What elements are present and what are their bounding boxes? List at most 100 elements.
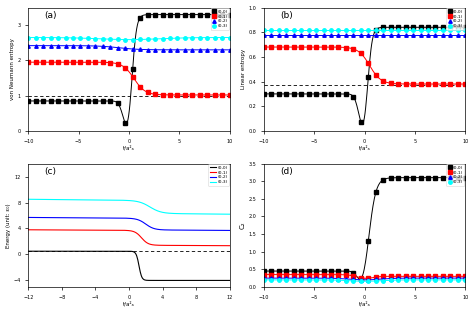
(0,1) — [261, 273, 267, 276]
(0,0) — [410, 25, 416, 29]
(0,0) — [373, 28, 379, 32]
(0,1) — [268, 273, 274, 276]
(0,0) — [358, 120, 364, 124]
(0,0) — [197, 13, 203, 17]
(0,0) — [321, 269, 327, 273]
(0,0) — [365, 239, 371, 243]
(0,1) — [298, 45, 304, 49]
(0,2) — [447, 33, 453, 37]
(0,1) — [395, 275, 401, 278]
(0,0) — [26, 249, 31, 253]
(0,1) — [418, 275, 423, 278]
(0,2) — [172, 228, 177, 232]
Y-axis label: C₂: C₂ — [240, 222, 246, 229]
(0,1) — [313, 45, 319, 49]
(0,1) — [145, 90, 150, 94]
(0,0) — [313, 92, 319, 96]
X-axis label: t/a²ₐ: t/a²ₐ — [123, 145, 135, 150]
X-axis label: t/a²ₐ: t/a²ₐ — [359, 145, 371, 150]
(0,2) — [321, 276, 327, 280]
(0,2) — [336, 277, 341, 280]
(0,3) — [152, 208, 158, 212]
(0,1) — [55, 60, 61, 64]
Text: (d): (d) — [280, 167, 293, 176]
(0,3) — [463, 278, 468, 282]
(0,0) — [122, 121, 128, 125]
(0,1) — [455, 275, 461, 278]
(0,2) — [85, 44, 91, 48]
(0,2) — [152, 227, 158, 231]
(0,3) — [276, 28, 282, 32]
(0,3) — [122, 38, 128, 41]
(0,1) — [440, 82, 446, 86]
(0,3) — [182, 36, 188, 40]
(0,2) — [358, 33, 364, 37]
(0,0) — [373, 191, 379, 194]
(0,0) — [190, 13, 195, 17]
(0,1) — [425, 82, 431, 86]
(0,2) — [115, 46, 120, 50]
(0,2) — [463, 33, 468, 37]
(0,3) — [227, 212, 232, 216]
(0,3) — [298, 28, 304, 32]
(0,0) — [105, 249, 111, 253]
(0,1) — [92, 60, 98, 64]
(0,1) — [336, 45, 341, 49]
(0,0) — [298, 92, 304, 96]
(0,1) — [388, 81, 393, 85]
(0,2) — [190, 48, 195, 52]
(0,0) — [182, 13, 188, 17]
(0,0) — [137, 16, 143, 19]
(0,1) — [70, 60, 76, 64]
(0,2) — [268, 33, 274, 37]
(0,3) — [100, 37, 106, 41]
(0,1) — [358, 276, 364, 280]
(0,0) — [306, 92, 311, 96]
(0,2) — [145, 48, 150, 51]
(0,3) — [92, 37, 98, 41]
(0,3) — [167, 37, 173, 40]
(0,0) — [50, 249, 55, 253]
(0,2) — [78, 44, 83, 48]
(0,2) — [298, 276, 304, 280]
(0,1) — [425, 275, 431, 278]
(0,2) — [403, 276, 409, 280]
Line: (0,2): (0,2) — [28, 217, 229, 231]
(0,1) — [395, 82, 401, 86]
Line: (0,1): (0,1) — [28, 230, 229, 246]
(0,3) — [306, 28, 311, 32]
(0,1) — [283, 45, 289, 49]
(0,3) — [313, 28, 319, 32]
(0,0) — [381, 178, 386, 182]
(0,2) — [261, 33, 267, 37]
(0,2) — [388, 33, 393, 37]
(0,2) — [212, 48, 218, 52]
(0,0) — [145, 13, 150, 17]
(0,2) — [276, 276, 282, 280]
(0,1) — [455, 82, 461, 86]
(0,0) — [313, 269, 319, 273]
(0,1) — [219, 93, 225, 97]
(0,3) — [204, 36, 210, 39]
(0,1) — [291, 273, 297, 276]
(0,2) — [343, 277, 349, 281]
(0,2) — [433, 276, 438, 280]
(0,0) — [130, 67, 136, 71]
Line: (0,3): (0,3) — [262, 28, 467, 32]
(0,3) — [130, 38, 136, 41]
(0,2) — [381, 277, 386, 281]
(0,2) — [108, 45, 113, 49]
(0,2) — [91, 216, 97, 220]
(0,3) — [48, 36, 54, 39]
(0,2) — [373, 278, 379, 281]
(0,3) — [174, 36, 180, 40]
(0,1) — [365, 61, 371, 65]
(0,0) — [418, 176, 423, 179]
(0,0) — [425, 176, 431, 179]
(0,2) — [410, 33, 416, 37]
(0,0) — [55, 99, 61, 103]
Line: (0,2): (0,2) — [262, 33, 467, 37]
(0,2) — [50, 216, 55, 219]
(0,1) — [212, 93, 218, 97]
(0,3) — [336, 28, 341, 32]
